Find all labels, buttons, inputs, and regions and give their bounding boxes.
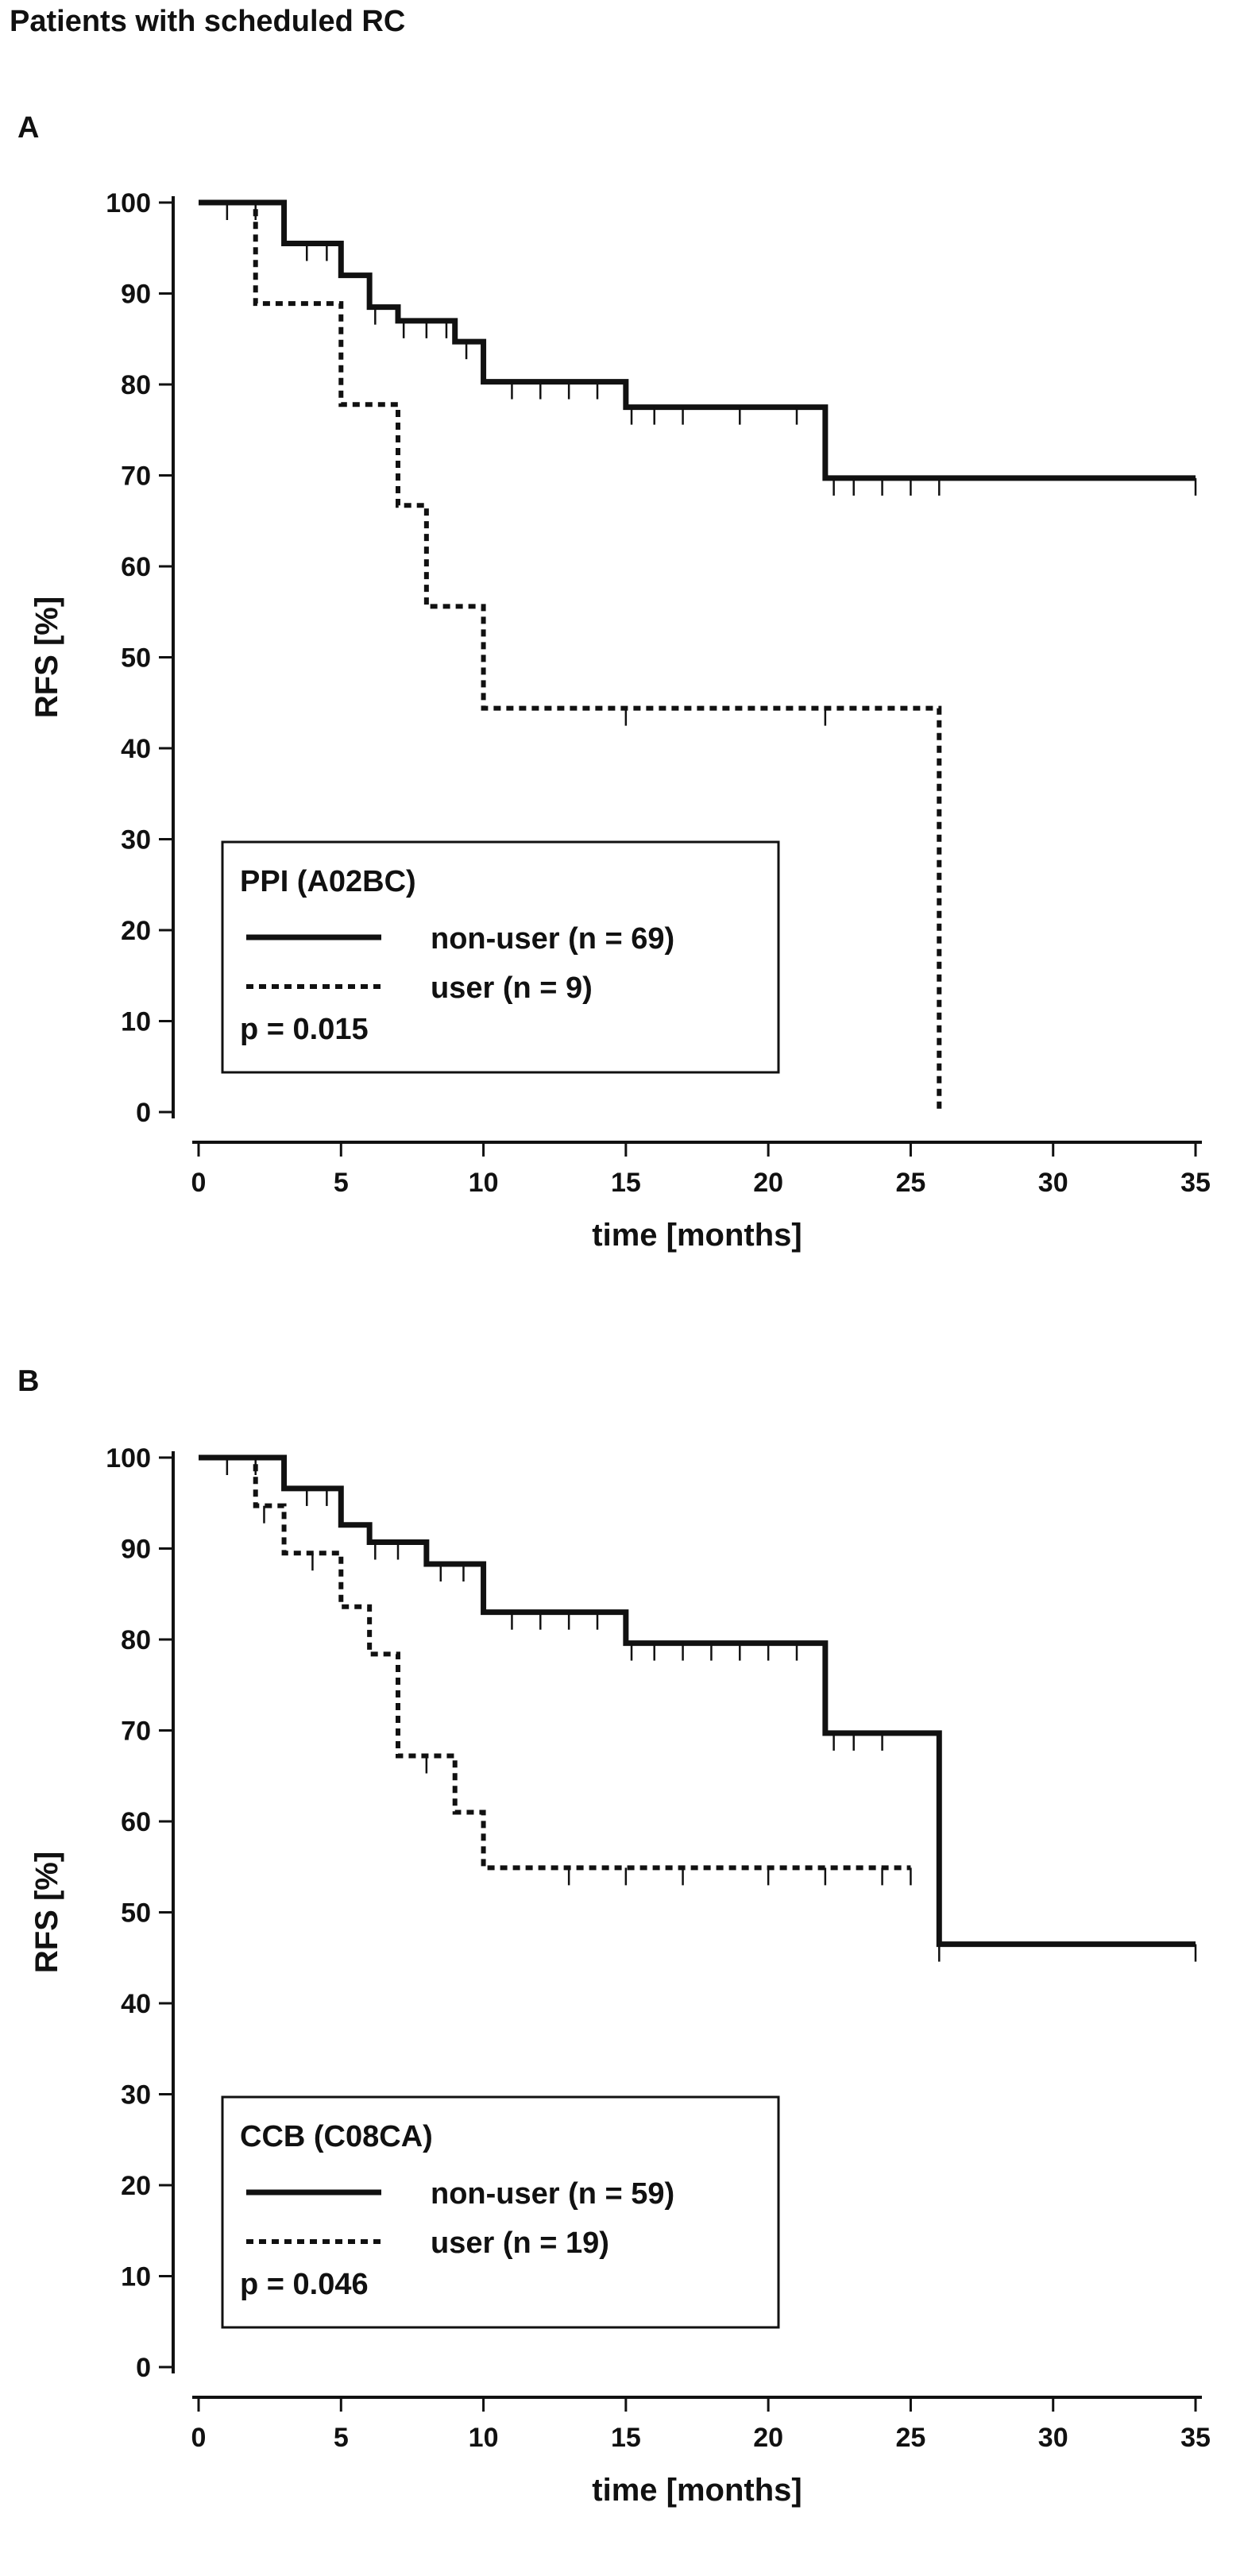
y-tick-label: 20 (121, 916, 151, 946)
y-tick-label: 60 (121, 1807, 151, 1837)
survival-chart-b: 0 10 20 30 40 50 60 70 80 90 100 0 5 10 15 20 25 30 35 time… (29, 1443, 1211, 2508)
legend-entry: non-user (n = 59) (431, 2177, 674, 2211)
series-line-non-user (199, 199, 1196, 481)
x-tick-label: 5 (334, 2423, 349, 2453)
x-tick-label: 25 (896, 1168, 926, 1198)
y-tick-label: 60 (121, 552, 151, 582)
series-line-user (199, 1455, 911, 1871)
x-tick-label: 35 (1180, 2423, 1211, 2453)
y-tick-label: 70 (121, 1717, 151, 1747)
y-axis-label: RFS [%] (29, 1852, 64, 1973)
series-line-non-user (199, 1454, 1196, 1948)
x-axis-label: time [months] (592, 1218, 802, 1253)
y-tick-label: 30 (121, 825, 151, 855)
y-tick-label: 40 (121, 734, 151, 764)
x-tick-label: 0 (191, 2423, 207, 2453)
panel-label-a: A (17, 111, 40, 145)
legend-entry: non-user (n = 69) (431, 922, 674, 956)
x-tick-label: 10 (469, 2423, 499, 2453)
y-tick-label: 80 (121, 1625, 151, 1655)
x-tick-label: 10 (469, 1168, 499, 1198)
y-tick-label: 20 (121, 2171, 151, 2201)
x-tick-label: 30 (1038, 2423, 1068, 2453)
y-tick-label: 50 (121, 1898, 151, 1929)
x-tick-label: 15 (611, 1168, 641, 1198)
y-tick-label: 80 (121, 370, 151, 400)
legend-title: PPI (A02BC) (240, 865, 416, 898)
panel-label-b: B (17, 1365, 40, 1398)
y-tick-label: 100 (106, 188, 151, 218)
y-tick-label: 10 (121, 2262, 151, 2292)
p-value: p = 0.046 (240, 2268, 369, 2301)
x-tick-label: 5 (334, 1168, 349, 1198)
survival-chart-a: 0 10 20 30 40 50 60 70 80 90 100 0 5 10 15 20 25 30 35 time… (29, 188, 1211, 1253)
y-tick-label: 0 (136, 2353, 151, 2383)
y-tick-label: 90 (121, 1535, 151, 1565)
y-tick-label: 70 (121, 462, 151, 492)
y-tick-label: 40 (121, 1989, 151, 2019)
x-axis-label: time [months] (592, 2473, 802, 2508)
x-tick-label: 35 (1180, 1168, 1211, 1198)
legend-title: CCB (C08CA) (240, 2120, 433, 2153)
x-tick-label: 20 (753, 1168, 783, 1198)
y-tick-label: 50 (121, 643, 151, 674)
legend-box (221, 840, 780, 1074)
x-tick-label: 25 (896, 2423, 926, 2453)
y-tick-label: 90 (121, 280, 151, 310)
legend-entry: user (n = 19) (431, 2226, 609, 2260)
y-tick-label: 0 (136, 1098, 151, 1128)
series-line-user (199, 200, 942, 1112)
y-tick-label: 10 (121, 1007, 151, 1037)
x-tick-label: 20 (753, 2423, 783, 2453)
legend-entry: user (n = 9) (431, 971, 593, 1005)
x-tick-label: 0 (191, 1168, 207, 1198)
x-tick-label: 30 (1038, 1168, 1068, 1198)
x-tick-label: 15 (611, 2423, 641, 2453)
p-value: p = 0.015 (240, 1013, 369, 1046)
y-tick-label: 100 (106, 1443, 151, 1473)
legend-box (221, 2095, 780, 2329)
figure-title: Patients with scheduled RC (10, 5, 406, 38)
y-tick-label: 30 (121, 2080, 151, 2111)
y-axis-label: RFS [%] (29, 597, 64, 718)
